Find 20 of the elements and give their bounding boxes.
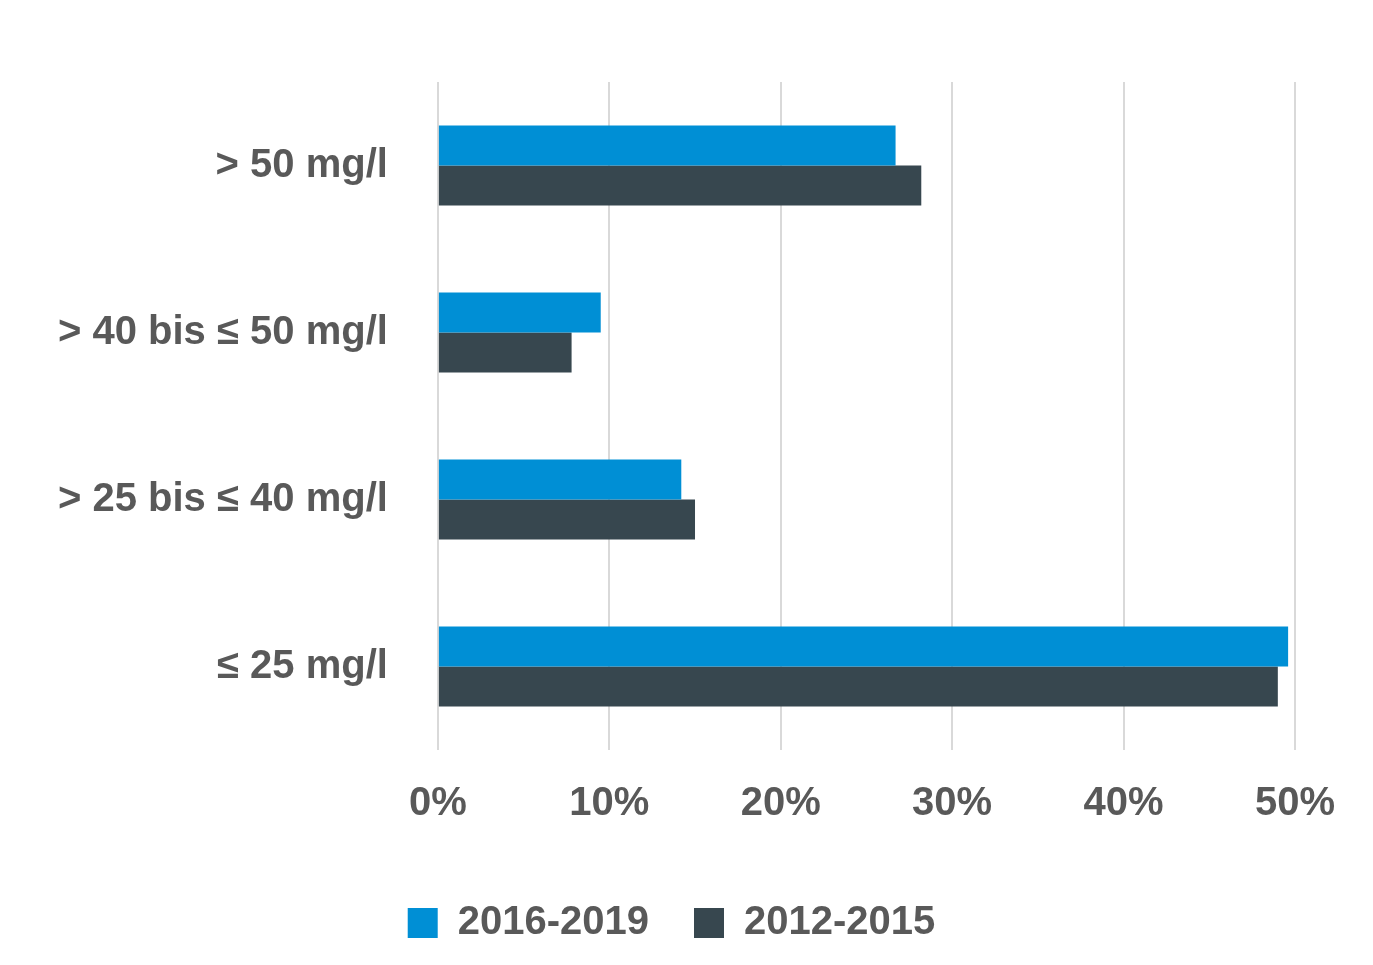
bar	[438, 332, 572, 373]
bar	[438, 292, 601, 333]
y-tick-label: > 50 mg/l	[215, 140, 388, 185]
bar	[438, 459, 682, 500]
bar	[438, 626, 1289, 667]
y-tick-label: ≤ 25 mg/l	[216, 641, 388, 686]
x-tick-label: 40%	[1083, 779, 1164, 824]
bar	[438, 125, 896, 166]
y-tick-label: > 40 bis ≤ 50 mg/l	[57, 307, 388, 352]
x-tick-label: 0%	[408, 779, 467, 824]
x-tick-label: 20%	[740, 779, 821, 824]
legend-label: 2016-2019	[457, 898, 650, 943]
bar	[438, 499, 696, 540]
x-tick-label: 30%	[912, 779, 993, 824]
bar	[438, 165, 922, 206]
y-tick-label: > 25 bis ≤ 40 mg/l	[57, 474, 388, 519]
bar	[438, 666, 1278, 707]
legend-label: 2012-2015	[744, 898, 936, 943]
x-tick-label: 50%	[1254, 779, 1335, 824]
x-tick-label: 10%	[569, 779, 650, 824]
